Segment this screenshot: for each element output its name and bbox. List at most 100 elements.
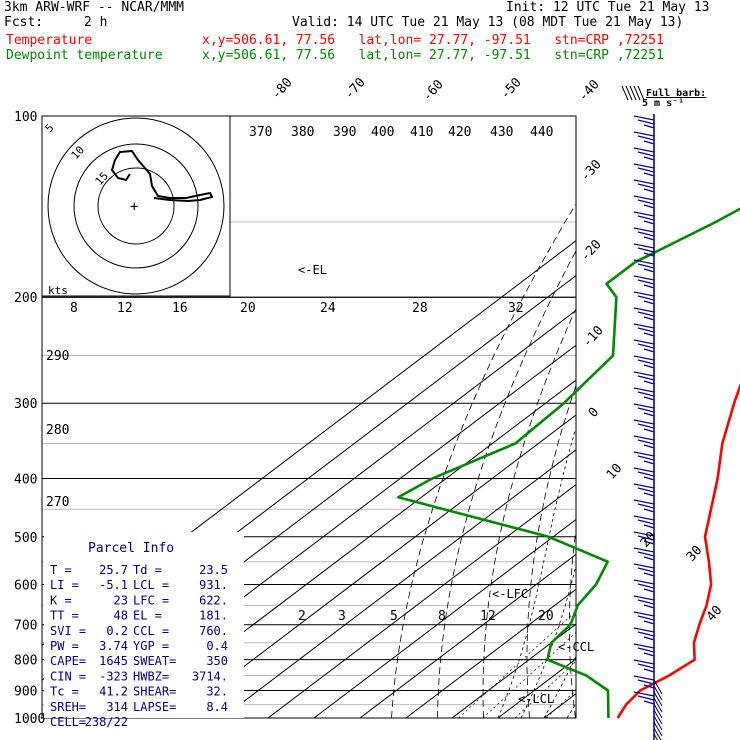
dry-adiabat <box>725 116 740 718</box>
parcel-info-background <box>44 532 244 718</box>
theta-label: 440 <box>530 125 553 140</box>
isotherm-label: 30 <box>684 543 706 565</box>
wind-barb <box>633 387 655 401</box>
parcel-field-value: 23 <box>114 593 128 607</box>
wind-barb <box>633 675 655 689</box>
wind-barb <box>633 243 655 257</box>
hodograph-center: + <box>130 199 138 215</box>
wind-barb <box>633 483 655 497</box>
isotherm-line <box>313 518 576 718</box>
parcel-field-label: LAPSE= <box>133 700 176 714</box>
theta-label: 420 <box>448 125 471 140</box>
moist-adiabat <box>520 563 576 718</box>
wind-barb <box>633 371 655 385</box>
wind-barb <box>653 697 663 713</box>
level-marker-label: <-EL <box>298 263 327 277</box>
parcel-field-value: 0.2 <box>106 624 128 638</box>
moist-adiabat <box>590 297 740 718</box>
theta-label: 270 <box>46 495 69 510</box>
parcel-field-value: 48 <box>114 609 128 623</box>
model-title: 3km ARW-WRF -- NCAR/MMM <box>4 0 185 15</box>
parcel-field-value: 760. <box>199 624 228 638</box>
mixing-ratio-label: 20 <box>538 609 554 624</box>
wind-barb <box>633 195 655 209</box>
moist-adiabat <box>543 655 576 718</box>
theta-label: 370 <box>249 125 272 140</box>
wind-scale-label: 28 <box>412 301 428 316</box>
parcel-field-label: Td = <box>133 563 162 577</box>
wind-barb <box>633 627 655 641</box>
isotherm-line <box>636 116 740 718</box>
parcel-field-value: 350 <box>206 654 228 668</box>
wind-barb <box>633 643 655 657</box>
parcel-info-box: Parcel Info T = 25.7 Td = 23.5 LI = -5.1 LCL = 9… <box>44 532 244 729</box>
isotherm-label: -20 <box>578 237 605 264</box>
mixing-ratio-label: 3 <box>338 609 346 624</box>
wind-barb <box>633 355 655 369</box>
temperature-legend: Temperature <box>6 33 93 48</box>
theta-label: 290 <box>46 349 69 364</box>
wind-barb <box>633 611 655 625</box>
level-marker-label: <-LCL <box>518 692 554 706</box>
wind-barb <box>653 721 663 737</box>
parcel-field-label: LI = <box>50 578 79 592</box>
wind-barb <box>633 499 655 513</box>
mixing-ratio-label: 5 <box>390 609 398 624</box>
parcel-field-label: SVI = <box>50 624 86 638</box>
parcel-field-value: 23.5 <box>199 563 228 577</box>
wind-scale-label: 8 <box>70 301 78 316</box>
barb-legend: Full barb: <box>646 88 706 99</box>
pressure-tick-label: 200 <box>14 291 37 306</box>
isotherm-label: -80 <box>269 75 296 102</box>
parcel-field-value: 41.2 <box>99 685 128 699</box>
wind-barb <box>633 531 655 545</box>
dry-adiabat <box>391 203 576 718</box>
wind-scale-label: 32 <box>508 301 524 316</box>
wind-barb <box>633 131 655 145</box>
hodograph-ring <box>97 167 175 245</box>
wind-scale-label: 20 <box>240 301 256 316</box>
parcel-field-label: CELL= <box>50 715 86 729</box>
dewpoint-legend: Dewpoint temperature <box>6 48 163 63</box>
isotherm-line <box>129 379 576 718</box>
wind-barb <box>633 259 655 273</box>
moist-adiabat <box>659 297 740 718</box>
parcel-field-value: 32. <box>206 685 228 699</box>
wind-barb <box>633 563 655 577</box>
wind-barb <box>633 419 655 433</box>
wind-barb <box>633 307 655 321</box>
dewpoint-profile-line <box>397 207 740 719</box>
isotherm-line <box>405 588 576 718</box>
wind-barb <box>653 733 659 740</box>
pressure-tick-label: 300 <box>14 397 37 412</box>
parcel-field-value: 25.7 <box>99 563 128 577</box>
parcel-field-label: LFC = <box>133 593 169 607</box>
wind-barb <box>633 211 655 225</box>
theta-label: 400 <box>371 125 394 140</box>
pressure-tick-label: 900 <box>14 684 37 699</box>
wind-barb <box>653 715 663 731</box>
wind-barb <box>653 691 663 707</box>
wind-barb <box>633 467 655 481</box>
isotherm-label: 10 <box>604 461 626 483</box>
parcel-field-label: EL = <box>133 609 162 623</box>
parcel-field-value: 1645 <box>99 654 128 668</box>
isotherm-line <box>267 484 576 718</box>
pressure-tick-label: 1000 <box>14 712 45 727</box>
level-marker-label: <-CCL <box>558 640 594 654</box>
parcel-field-label: CCL = <box>133 624 169 638</box>
mixing-ratio-line <box>546 689 576 718</box>
parcel-field-value: 0.4 <box>206 639 228 653</box>
wind-barb <box>633 323 655 337</box>
pressure-tick-label: 400 <box>14 472 37 487</box>
parcel-field-label: Tc = <box>50 685 79 699</box>
wind-barb <box>653 685 663 701</box>
moist-adiabat <box>613 297 740 718</box>
mixing-ratio-line <box>514 660 576 718</box>
wind-barb <box>633 227 655 241</box>
theta-label: 390 <box>333 125 356 140</box>
init-time: Init: 12 UTC Tue 21 May 13 <box>506 0 710 15</box>
parcel-field-label: T = <box>50 563 72 577</box>
wind-barb <box>633 691 655 705</box>
